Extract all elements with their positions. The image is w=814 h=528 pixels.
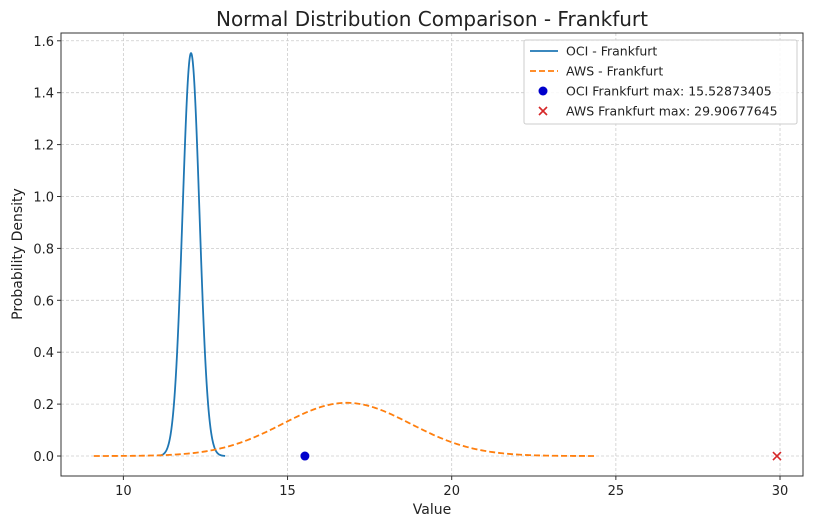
y-tick-label: 1.6 (33, 35, 54, 50)
x-tick-label: 15 (279, 484, 296, 499)
point-marker-circle (300, 451, 310, 461)
x-tick-label: 25 (608, 484, 625, 499)
legend-label: AWS - Frankfurt (566, 64, 663, 79)
plot-frame (60, 32, 804, 477)
y-tick-label: 1.0 (33, 190, 54, 205)
y-tick-label: 1.2 (33, 139, 54, 154)
x-axis-label: Value (413, 502, 451, 518)
x-mark-stroke (772, 451, 782, 461)
x-tick-label: 30 (772, 484, 789, 499)
point-marker-x (538, 106, 548, 116)
legend-label: AWS Frankfurt max: 29.90677645 (566, 104, 778, 119)
y-tick-label: 0.8 (33, 242, 54, 257)
series-line-0 (159, 52, 226, 457)
legend-label: OCI Frankfurt max: 15.52873405 (566, 84, 772, 99)
y-axis-label: Probability Density (10, 188, 26, 320)
point-marker-x (772, 451, 782, 461)
x-tick-label: 20 (443, 484, 460, 499)
x-tick-label: 10 (115, 484, 132, 499)
point-marker-circle (538, 86, 548, 96)
y-tick-label: 0.6 (33, 294, 54, 309)
chart-title: Normal Distribution Comparison - Frankfu… (216, 7, 648, 31)
series-line-1 (93, 401, 597, 457)
legend: OCI - Frankfurt AWS - Frankfurt OCI Frankf… (523, 39, 798, 125)
y-tick-label: 0.0 (33, 450, 54, 465)
y-tick-label: 0.4 (33, 346, 54, 361)
legend-label: OCI - Frankfurt (566, 44, 657, 59)
x-mark-stroke (538, 106, 548, 116)
legend-box (523, 39, 798, 125)
y-tick-label: 0.2 (33, 398, 54, 413)
y-tick-label: 1.4 (33, 87, 54, 102)
